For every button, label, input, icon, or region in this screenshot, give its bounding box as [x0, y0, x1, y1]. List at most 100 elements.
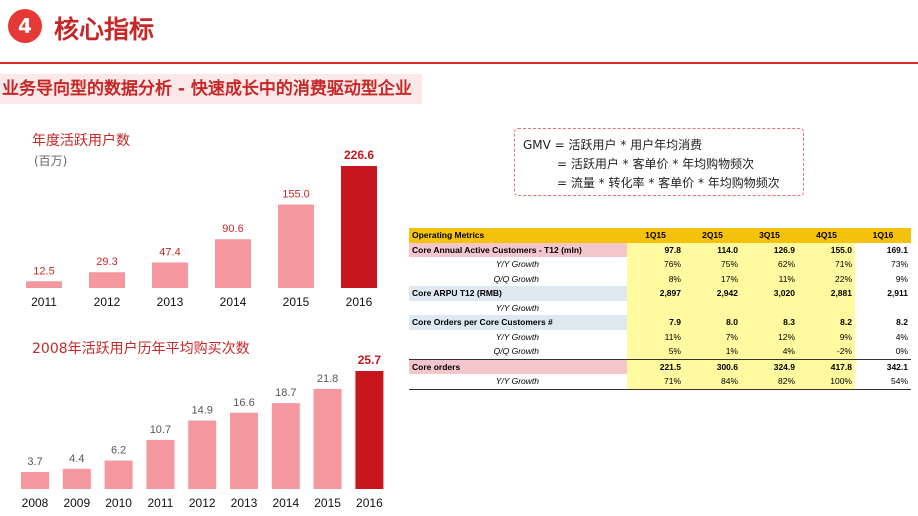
x-tick-label: 2013	[157, 295, 184, 309]
bar-value-label: 29.3	[96, 256, 117, 268]
row-label: Core ARPU T12 (RMB)	[409, 286, 627, 301]
table-cell	[855, 300, 911, 315]
x-tick-label: 2011	[31, 295, 57, 309]
table-cell: 4%	[741, 344, 798, 359]
table-cell: 324.9	[741, 358, 798, 374]
table-header-row: Operating Metrics 1Q15 2Q15 3Q15 4Q15 1Q…	[409, 228, 911, 243]
table-cell: 62%	[741, 257, 798, 272]
table-cell: 300.6	[684, 358, 741, 374]
bar-2013	[230, 412, 258, 489]
x-tick-label: 2010	[105, 496, 132, 510]
x-tick-label: 2009	[63, 496, 90, 510]
bar-value-label: 226.6	[344, 148, 374, 162]
table-cell: 7.9	[627, 315, 684, 330]
bar-value-label: 47.4	[159, 246, 180, 258]
gmv-formula-box: GMV = 活跃用户 * 用户年均消费 = 活跃用户 * 客单价 * 年均购物频…	[514, 128, 804, 196]
table-header-cell: Operating Metrics	[409, 228, 627, 243]
x-tick-label: 2012	[189, 496, 216, 510]
chart2-title: 2008年活跃用户历年平均购买次数	[32, 341, 250, 357]
table-cell: 54%	[855, 374, 911, 390]
bar-value-label: 21.8	[317, 373, 338, 385]
bar-2015	[313, 388, 342, 489]
x-tick-label: 2015	[283, 295, 310, 309]
section-number-badge: 4	[8, 9, 42, 43]
bar-2011	[26, 281, 62, 288]
table-cell: 8.0	[684, 315, 741, 330]
table-cell: 417.8	[798, 358, 855, 374]
table-cell: 8%	[627, 271, 684, 286]
table-cell: 114.0	[684, 242, 741, 257]
row-label: Q/Q Growth	[409, 344, 627, 359]
table-cell: -2%	[798, 344, 855, 359]
table-cell: 9%	[855, 271, 911, 286]
bar-2015	[278, 204, 314, 288]
formula-line-2: = 活跃用户 * 客单价 * 年均购物频次	[557, 157, 755, 171]
table-cell: 155.0	[798, 242, 855, 257]
table-cell: 75%	[684, 257, 741, 272]
table-cell: 82%	[741, 374, 798, 390]
x-tick-label: 2014	[272, 496, 299, 510]
bar-value-label: 18.7	[275, 387, 296, 399]
table-cell	[798, 300, 855, 315]
purchase-frequency-bar-chart: 3.7 2008 4.4 2009 6.2 2010 10.7 2011 14.9 2012 16.…	[21, 353, 384, 510]
table-cell: 9%	[798, 329, 855, 344]
table-cell: 84%	[684, 374, 741, 390]
table-cell: 1%	[684, 344, 741, 359]
chart1-unit-label: (百万)	[34, 154, 68, 168]
section-subtitle: 业务导向型的数据分析 - 快速成长中的消费驱动型企业	[0, 74, 422, 104]
table-row: Core Annual Active Customers - T12 (mln)…	[409, 242, 911, 257]
x-tick-label: 2014	[220, 295, 247, 309]
table-cell: 100%	[798, 374, 855, 390]
table-cell: 22%	[798, 271, 855, 286]
table-cell: 71%	[627, 374, 684, 390]
table-header-cell: 1Q16	[855, 228, 911, 243]
table-cell: 17%	[684, 271, 741, 286]
table-cell: 8.3	[741, 315, 798, 330]
table-cell: 8.2	[798, 315, 855, 330]
table-cell: 3,020	[741, 286, 798, 301]
table-cell: 342.1	[855, 358, 911, 374]
table-cell	[741, 300, 798, 315]
x-tick-label: 2011	[147, 496, 173, 510]
bar-2011	[146, 439, 175, 489]
bar-2012	[188, 420, 217, 489]
table-header-cell: 2Q15	[684, 228, 741, 243]
table-row: Y/Y Growth 76% 75% 62% 71% 73%	[409, 257, 911, 272]
row-label: Y/Y Growth	[409, 329, 627, 344]
table-cell	[627, 300, 684, 315]
x-tick-label: 2008	[22, 496, 49, 510]
formula-line-3: = 流量 * 转化率 * 客单价 * 年均购物频次	[557, 176, 780, 190]
row-label: Y/Y Growth	[409, 300, 627, 315]
table-cell: 126.9	[741, 242, 798, 257]
header-divider	[0, 62, 918, 64]
operating-metrics-table: Operating Metrics 1Q15 2Q15 3Q15 4Q15 1Q…	[409, 228, 911, 390]
bar-value-label: 3.7	[27, 456, 42, 468]
table-cell: 71%	[798, 257, 855, 272]
table-cell: 2,911	[855, 286, 911, 301]
table-cell: 8.2	[855, 315, 911, 330]
x-tick-label: 2016	[356, 496, 383, 510]
x-tick-label: 2015	[314, 496, 341, 510]
page-title: 核心指标	[54, 15, 155, 44]
table-cell: 12%	[741, 329, 798, 344]
table-row: Y/Y Growth 71% 84% 82% 100% 54%	[409, 374, 911, 390]
row-label: Core orders	[409, 358, 627, 374]
bar-2009	[62, 468, 91, 489]
bar-value-label: 6.2	[111, 445, 126, 457]
table-cell: 11%	[627, 329, 684, 344]
table-header-cell: 3Q15	[741, 228, 798, 243]
table-cell: 4%	[855, 329, 911, 344]
bar-value-label: 14.9	[191, 405, 212, 417]
x-tick-label: 2013	[231, 496, 258, 510]
table-cell: 73%	[855, 257, 911, 272]
table-row: Core orders 221.5 300.6 324.9 417.8 342.…	[409, 358, 911, 374]
bar-value-label: 90.6	[222, 223, 243, 235]
table-cell: 11%	[741, 271, 798, 286]
table-cell: 2,942	[684, 286, 741, 301]
table-row: Core ARPU T12 (RMB) 2,897 2,942 3,020 2,…	[409, 286, 911, 301]
bar-2016	[341, 166, 377, 288]
table-cell: 7%	[684, 329, 741, 344]
table-header-cell: 4Q15	[798, 228, 855, 243]
table-row: Q/Q Growth 8% 17% 11% 22% 9%	[409, 271, 911, 286]
table-cell	[684, 300, 741, 315]
